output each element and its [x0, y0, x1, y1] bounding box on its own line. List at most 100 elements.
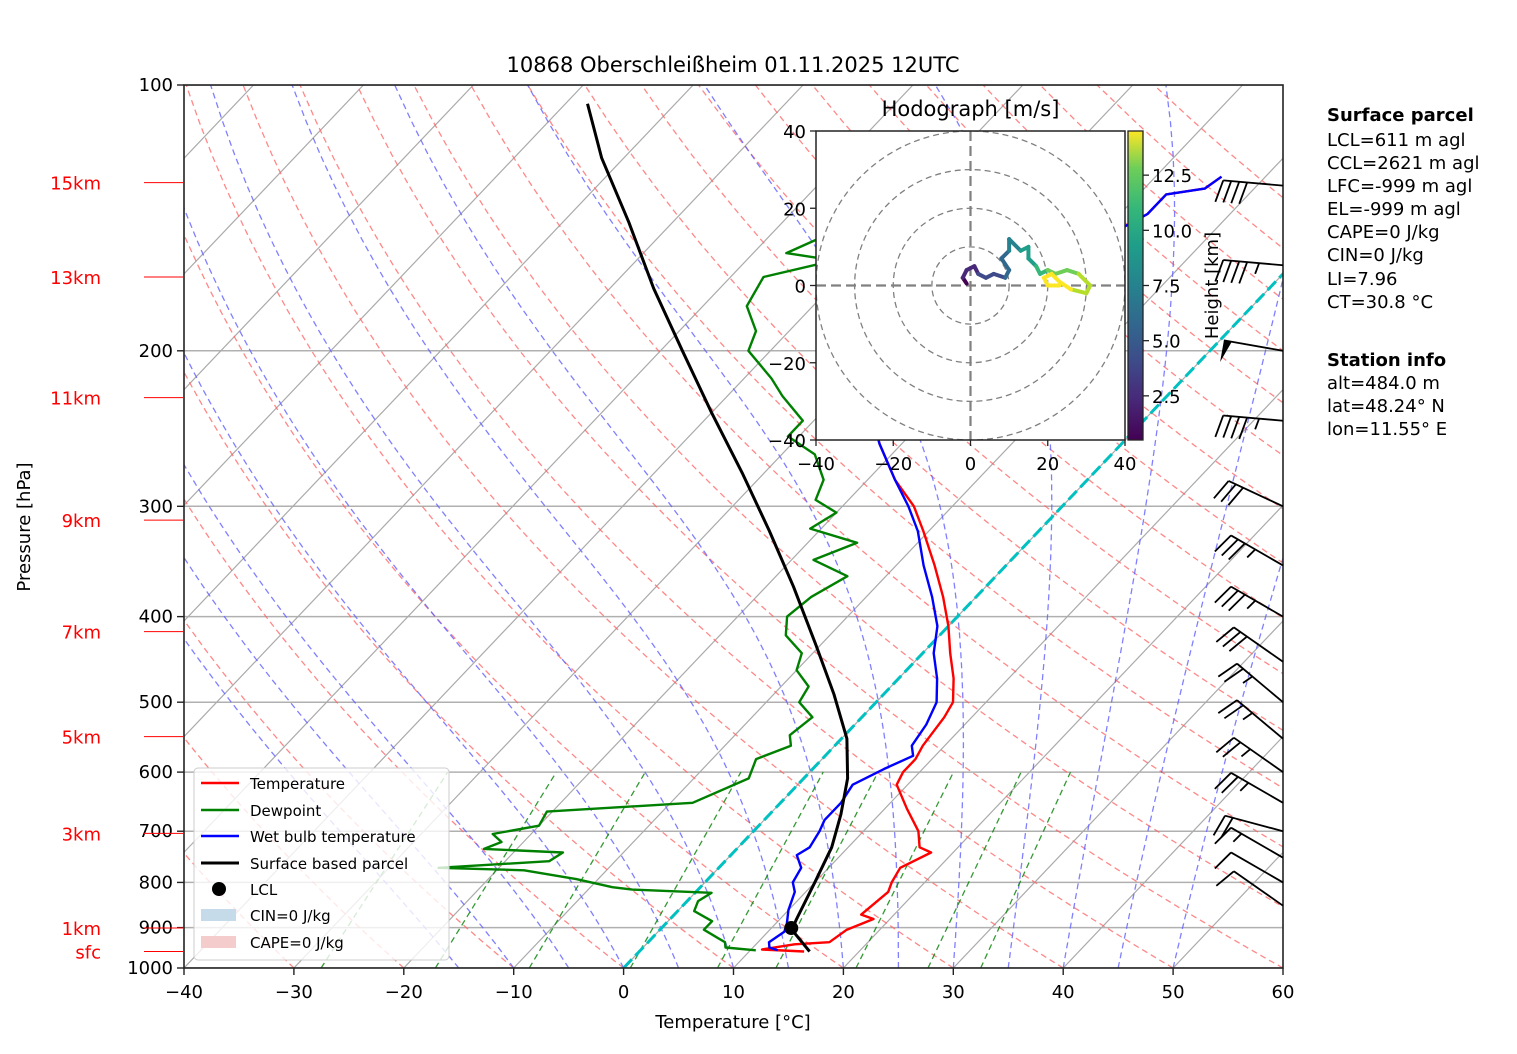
barb-full [1214, 534, 1232, 553]
height-label: 1km [62, 919, 101, 940]
barb-full [1222, 741, 1241, 758]
info-panel: Surface parcel LCL=611 m agl CCL=2621 m … [1327, 105, 1480, 440]
hodograph-segment [1068, 287, 1089, 296]
barb-half [1254, 418, 1260, 430]
dry-adiabat [527, 85, 1283, 789]
colorbar-tick-label: 5.0 [1152, 332, 1181, 353]
barb-half [1246, 599, 1256, 610]
moist-adiabat [1117, 275, 1283, 968]
hodograph-title: Hodograph [m/s] [882, 97, 1060, 121]
hodograph-x-tick-label: 0 [965, 454, 976, 475]
isotherm-line [184, 85, 474, 391]
dry-adiabat [185, 85, 954, 968]
mixing-ratio-line [629, 771, 742, 968]
height-label: 9km [62, 511, 101, 532]
height-label: 15km [50, 174, 101, 195]
y-tick-label: 500 [139, 692, 173, 713]
barb-full [1220, 483, 1237, 503]
hodograph-segment [1007, 237, 1023, 253]
wind-barb [1214, 772, 1284, 804]
hodograph-y-tick-label: 40 [783, 122, 806, 143]
legend-swatch-cape [201, 936, 236, 948]
barb-full [1228, 542, 1246, 561]
chart-title: 10868 Oberschleißheim 01.11.2025 12UTC [507, 53, 960, 77]
legend-lcl: LCL [250, 881, 278, 899]
wind-barb [1214, 259, 1284, 284]
legend-cin: CIN=0 J/kg [250, 907, 331, 925]
x-tick-label: 50 [1162, 982, 1185, 1003]
hodograph-x-tick-label: 20 [1036, 454, 1059, 475]
moist-adiabat [527, 85, 900, 968]
wind-barb [1214, 414, 1284, 440]
hodograph-x-tick-label: −20 [874, 454, 912, 475]
colorbar-tick-label: 7.5 [1152, 277, 1181, 298]
mixing-ratio-line [528, 771, 646, 968]
mixing-ratio-line [980, 771, 1072, 968]
colorbar-tick-label: 12.5 [1152, 166, 1192, 187]
barb-full [1214, 180, 1225, 203]
barb-full [1213, 480, 1230, 499]
wind-barb [1215, 870, 1284, 907]
parcel-ct: CT=30.8 °C [1327, 292, 1433, 313]
barb-half [1242, 675, 1253, 684]
x-tick-label: 40 [1052, 982, 1075, 1003]
station-info-title: Station info [1327, 350, 1446, 371]
barb-full [1238, 261, 1248, 284]
y-tick-label: 1000 [127, 958, 173, 979]
barb-half [1246, 548, 1256, 559]
height-label: sfc [75, 943, 101, 964]
dry-adiabat [413, 85, 1283, 908]
x-tick-label: −10 [495, 982, 533, 1003]
barb-full [1222, 180, 1233, 203]
y-axis-label: Pressure [hPa] [14, 462, 35, 591]
hodograph-y-tick-label: 0 [795, 277, 806, 298]
barb-staff [1233, 736, 1284, 773]
barb-half [1254, 262, 1260, 275]
barb-full [1238, 417, 1248, 440]
wind-barb [1214, 534, 1284, 567]
moist-adiabat [184, 206, 680, 968]
isotherm-line [1062, 735, 1283, 968]
height-label: 11km [50, 389, 101, 410]
barb-staff [1233, 626, 1284, 663]
barb-staff [1236, 699, 1284, 740]
barb-staff [1223, 339, 1284, 352]
dry-adiabat [470, 85, 1283, 848]
hodograph-segment [1065, 268, 1081, 276]
barb-full [1223, 668, 1244, 683]
parcel-li: LI=7.96 [1327, 269, 1398, 290]
wind-barb [1214, 585, 1284, 618]
legend-dewpoint: Dewpoint [250, 802, 321, 820]
dry-adiabat [184, 370, 734, 968]
barb-full [1222, 631, 1241, 648]
x-tick-label: 20 [832, 982, 855, 1003]
wind-barb [1213, 480, 1284, 508]
moist-adiabat [184, 463, 570, 968]
x-tick-label: −30 [275, 982, 313, 1003]
mixing-ratio-line [775, 771, 879, 968]
barb-half [1242, 712, 1253, 721]
barb-full [1230, 261, 1241, 284]
parcel-lcl: LCL=611 m agl [1327, 130, 1466, 151]
wind-barb [1220, 339, 1284, 363]
colorbar-tick-label: 2.5 [1152, 387, 1181, 408]
barb-full [1214, 259, 1225, 282]
moist-adiabat [209, 85, 735, 968]
mixing-ratio-line [716, 771, 824, 968]
height-label: 13km [50, 268, 101, 289]
barb-half [1239, 782, 1249, 792]
barb-staff [1223, 259, 1284, 267]
height-label: 3km [62, 824, 101, 845]
station-lat: lat=48.24° N [1327, 396, 1445, 417]
barb-staff [1230, 534, 1284, 567]
legend-wetbulb: Wet bulb temperature [250, 828, 416, 846]
isotherm-line [733, 388, 1283, 968]
barb-half [1240, 748, 1251, 758]
parcel-el: EL=-999 m agl [1327, 199, 1461, 220]
legend-parcel: Surface based parcel [250, 855, 408, 873]
barb-full [1215, 626, 1235, 643]
barb-full [1217, 662, 1238, 678]
barb-full [1212, 815, 1226, 836]
mixing-ratio-line [927, 771, 1022, 968]
